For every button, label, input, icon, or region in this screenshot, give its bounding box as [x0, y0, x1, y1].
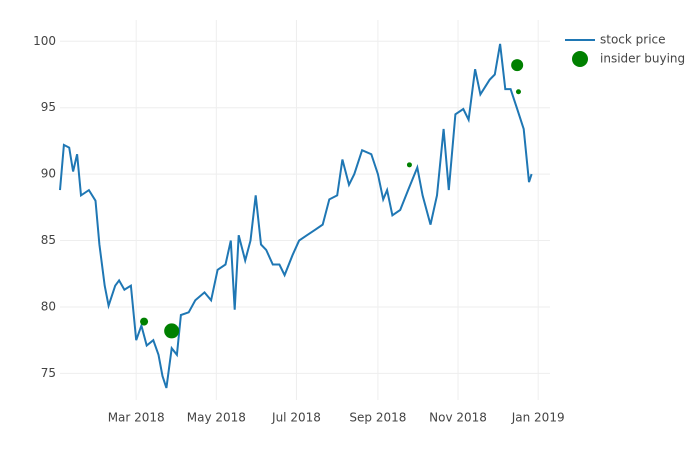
- insider-marker: [515, 89, 521, 95]
- legend-label: stock price: [600, 33, 666, 47]
- price-line: [59, 43, 533, 389]
- insider-marker: [164, 323, 180, 339]
- x-tick-label: Sep 2018: [349, 411, 406, 425]
- insider-marker: [406, 162, 412, 168]
- legend-marker: [572, 51, 588, 67]
- y-tick-label: 75: [41, 366, 56, 380]
- insider-marker: [511, 59, 524, 72]
- y-tick-label: 95: [41, 100, 56, 114]
- legend-label: insider buying: [600, 52, 685, 66]
- x-tick-label: May 2018: [187, 411, 246, 425]
- x-tick-label: Nov 2018: [429, 411, 487, 425]
- y-tick-label: 90: [41, 167, 56, 181]
- insider-marker: [140, 317, 149, 326]
- x-tick-label: Jan 2019: [511, 411, 565, 425]
- x-tick-label: Mar 2018: [108, 411, 165, 425]
- y-tick-label: 85: [41, 233, 56, 247]
- x-tick-label: Jul 2018: [271, 411, 321, 425]
- y-tick-label: 100: [33, 34, 56, 48]
- y-tick-label: 80: [41, 299, 56, 313]
